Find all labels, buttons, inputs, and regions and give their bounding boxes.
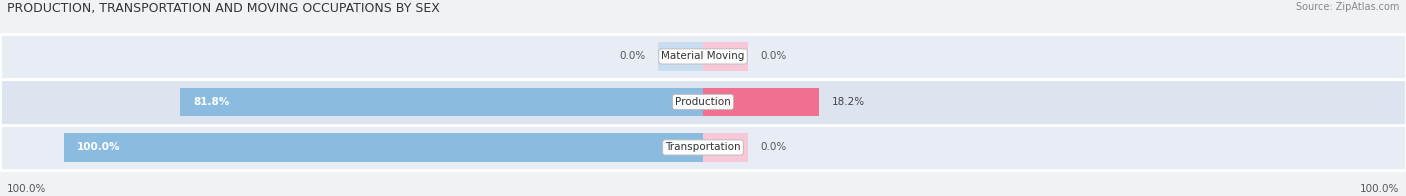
Bar <box>703 88 820 116</box>
Text: Transportation: Transportation <box>665 142 741 152</box>
Text: 100.0%: 100.0% <box>77 142 120 152</box>
Text: 18.2%: 18.2% <box>832 97 865 107</box>
Text: Production: Production <box>675 97 731 107</box>
Text: 0.0%: 0.0% <box>761 51 787 61</box>
Bar <box>703 42 748 71</box>
Text: 0.0%: 0.0% <box>761 142 787 152</box>
Text: Material Moving: Material Moving <box>661 51 745 61</box>
Text: 0.0%: 0.0% <box>619 51 645 61</box>
Bar <box>180 88 703 116</box>
Bar <box>703 133 748 162</box>
Bar <box>0 125 1406 170</box>
Text: 100.0%: 100.0% <box>1360 184 1399 194</box>
Bar <box>63 133 703 162</box>
Text: Source: ZipAtlas.com: Source: ZipAtlas.com <box>1295 2 1399 12</box>
Bar <box>0 34 1406 79</box>
Text: PRODUCTION, TRANSPORTATION AND MOVING OCCUPATIONS BY SEX: PRODUCTION, TRANSPORTATION AND MOVING OC… <box>7 2 440 15</box>
Bar <box>658 42 703 71</box>
Text: 100.0%: 100.0% <box>7 184 46 194</box>
Bar <box>0 79 1406 125</box>
Text: 81.8%: 81.8% <box>193 97 229 107</box>
